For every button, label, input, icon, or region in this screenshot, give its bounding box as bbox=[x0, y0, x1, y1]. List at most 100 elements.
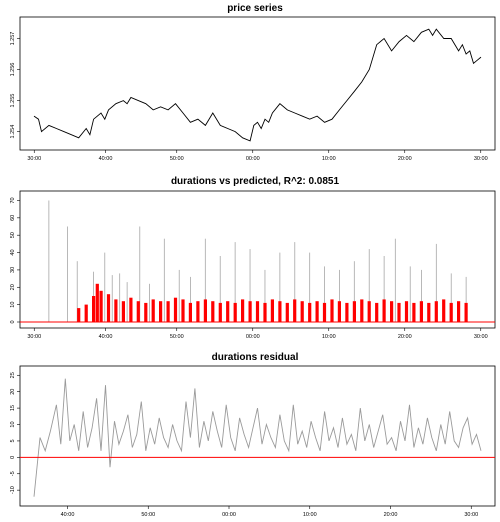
bar bbox=[412, 302, 416, 322]
x-tick-label: 30:00 bbox=[474, 334, 488, 340]
bar bbox=[173, 297, 178, 322]
y-tick-label: 40 bbox=[10, 249, 16, 255]
x-tick-label: 30:00 bbox=[27, 334, 41, 340]
y-tick-label: 10 bbox=[10, 421, 16, 427]
y-tick-label: 60 bbox=[10, 215, 16, 221]
bar bbox=[129, 297, 133, 322]
bar bbox=[218, 302, 222, 322]
bar bbox=[190, 276, 191, 322]
bar bbox=[330, 299, 334, 322]
x-tick-label: 30:00 bbox=[464, 512, 478, 518]
plot-frame bbox=[19, 365, 496, 507]
bar bbox=[151, 299, 155, 322]
series-layer bbox=[33, 28, 482, 142]
x-tick-label: 00:00 bbox=[222, 512, 236, 518]
panel-durations-residual: durations residual 40:00 50:00 00:00 10:00 2… bbox=[10, 352, 496, 518]
x-tick-label: 10:00 bbox=[322, 334, 336, 340]
bar bbox=[234, 242, 236, 322]
bar bbox=[339, 269, 340, 322]
panel-title: price series bbox=[227, 3, 283, 14]
y-tick-label: 10 bbox=[10, 302, 16, 308]
y-tick-label: 0 bbox=[10, 320, 16, 323]
y-tick-label: -10 bbox=[10, 486, 16, 494]
bar bbox=[308, 302, 312, 322]
y-tick-label: 5 bbox=[10, 439, 16, 442]
x-tick-label: 10:00 bbox=[303, 512, 317, 518]
bar bbox=[204, 238, 206, 322]
bar bbox=[95, 283, 99, 322]
series-line bbox=[33, 28, 482, 142]
x-tick-label: 30:00 bbox=[27, 156, 41, 162]
bar bbox=[144, 302, 148, 322]
bar bbox=[294, 242, 296, 322]
bar bbox=[345, 302, 349, 322]
x-tick-label: 50:00 bbox=[170, 334, 184, 340]
bar bbox=[219, 256, 221, 322]
x-axis: 30:00 40:00 50:00 00:00 10:00 20:00 30:00 bbox=[27, 328, 488, 340]
bar bbox=[450, 273, 452, 322]
y-tick-label: 20 bbox=[10, 389, 16, 395]
x-axis: 40:00 50:00 00:00 10:00 20:00 30:00 bbox=[61, 506, 478, 518]
bar bbox=[226, 301, 230, 322]
bar bbox=[383, 256, 385, 322]
bar bbox=[136, 301, 140, 322]
bar bbox=[149, 283, 150, 322]
x-tick-label: 30:00 bbox=[474, 156, 488, 162]
bar bbox=[375, 302, 379, 322]
y-axis: -10 -5 0 5 10 15 20 25 bbox=[10, 372, 20, 494]
bar bbox=[211, 301, 215, 322]
x-tick-label: 40:00 bbox=[99, 334, 113, 340]
bar bbox=[166, 301, 170, 322]
bar bbox=[188, 302, 192, 322]
bar bbox=[394, 238, 396, 322]
x-tick-label: 50:00 bbox=[170, 156, 184, 162]
y-axis: 0 10 20 30 40 50 60 70 bbox=[10, 197, 20, 324]
x-tick-label: 00:00 bbox=[246, 334, 260, 340]
bar bbox=[337, 301, 341, 322]
bar bbox=[270, 299, 274, 322]
bar bbox=[255, 301, 260, 322]
bar bbox=[419, 301, 423, 322]
bar bbox=[285, 302, 289, 322]
bar bbox=[457, 301, 461, 322]
bar bbox=[427, 302, 431, 322]
bar bbox=[309, 252, 311, 322]
bar bbox=[322, 302, 327, 322]
series-layer bbox=[20, 200, 495, 323]
bar bbox=[300, 301, 304, 322]
bar bbox=[435, 243, 437, 322]
y-tick-label: 50 bbox=[10, 232, 16, 238]
y-tick-label: 25 bbox=[10, 372, 16, 378]
bar bbox=[390, 301, 394, 322]
x-tick-label: 10:00 bbox=[322, 156, 336, 162]
bar bbox=[159, 301, 163, 322]
bar bbox=[404, 301, 409, 322]
x-tick-label: 50:00 bbox=[141, 512, 155, 518]
x-tick-label: 20:00 bbox=[398, 156, 412, 162]
panel-durations-vs-predicted: durations vs predicted, R^2: 0.0851 30:0… bbox=[10, 176, 496, 340]
y-tick-label: 70 bbox=[10, 197, 16, 203]
bar bbox=[181, 299, 185, 322]
bar bbox=[263, 302, 267, 322]
bar bbox=[99, 290, 103, 323]
bar bbox=[293, 299, 297, 322]
y-tick-label: 1.254 bbox=[10, 125, 16, 139]
bar bbox=[264, 269, 266, 322]
bar bbox=[92, 296, 96, 322]
x-tick-label: 20:00 bbox=[398, 334, 412, 340]
x-tick-label: 40:00 bbox=[61, 512, 75, 518]
bar bbox=[360, 299, 364, 322]
bar bbox=[121, 301, 125, 322]
bar bbox=[449, 302, 453, 322]
bar bbox=[119, 273, 121, 322]
bar bbox=[352, 301, 356, 322]
y-tick-label: 15 bbox=[10, 405, 16, 411]
panel-price-series: price series 30:00 40:00 50:00 00:00 10:00 20… bbox=[10, 3, 496, 162]
y-tick-label: 1.257 bbox=[10, 32, 16, 46]
bar bbox=[48, 200, 50, 322]
bar bbox=[106, 294, 111, 322]
bar bbox=[464, 302, 468, 322]
series-layer bbox=[20, 378, 495, 497]
y-tick-label: 1.256 bbox=[10, 63, 16, 77]
